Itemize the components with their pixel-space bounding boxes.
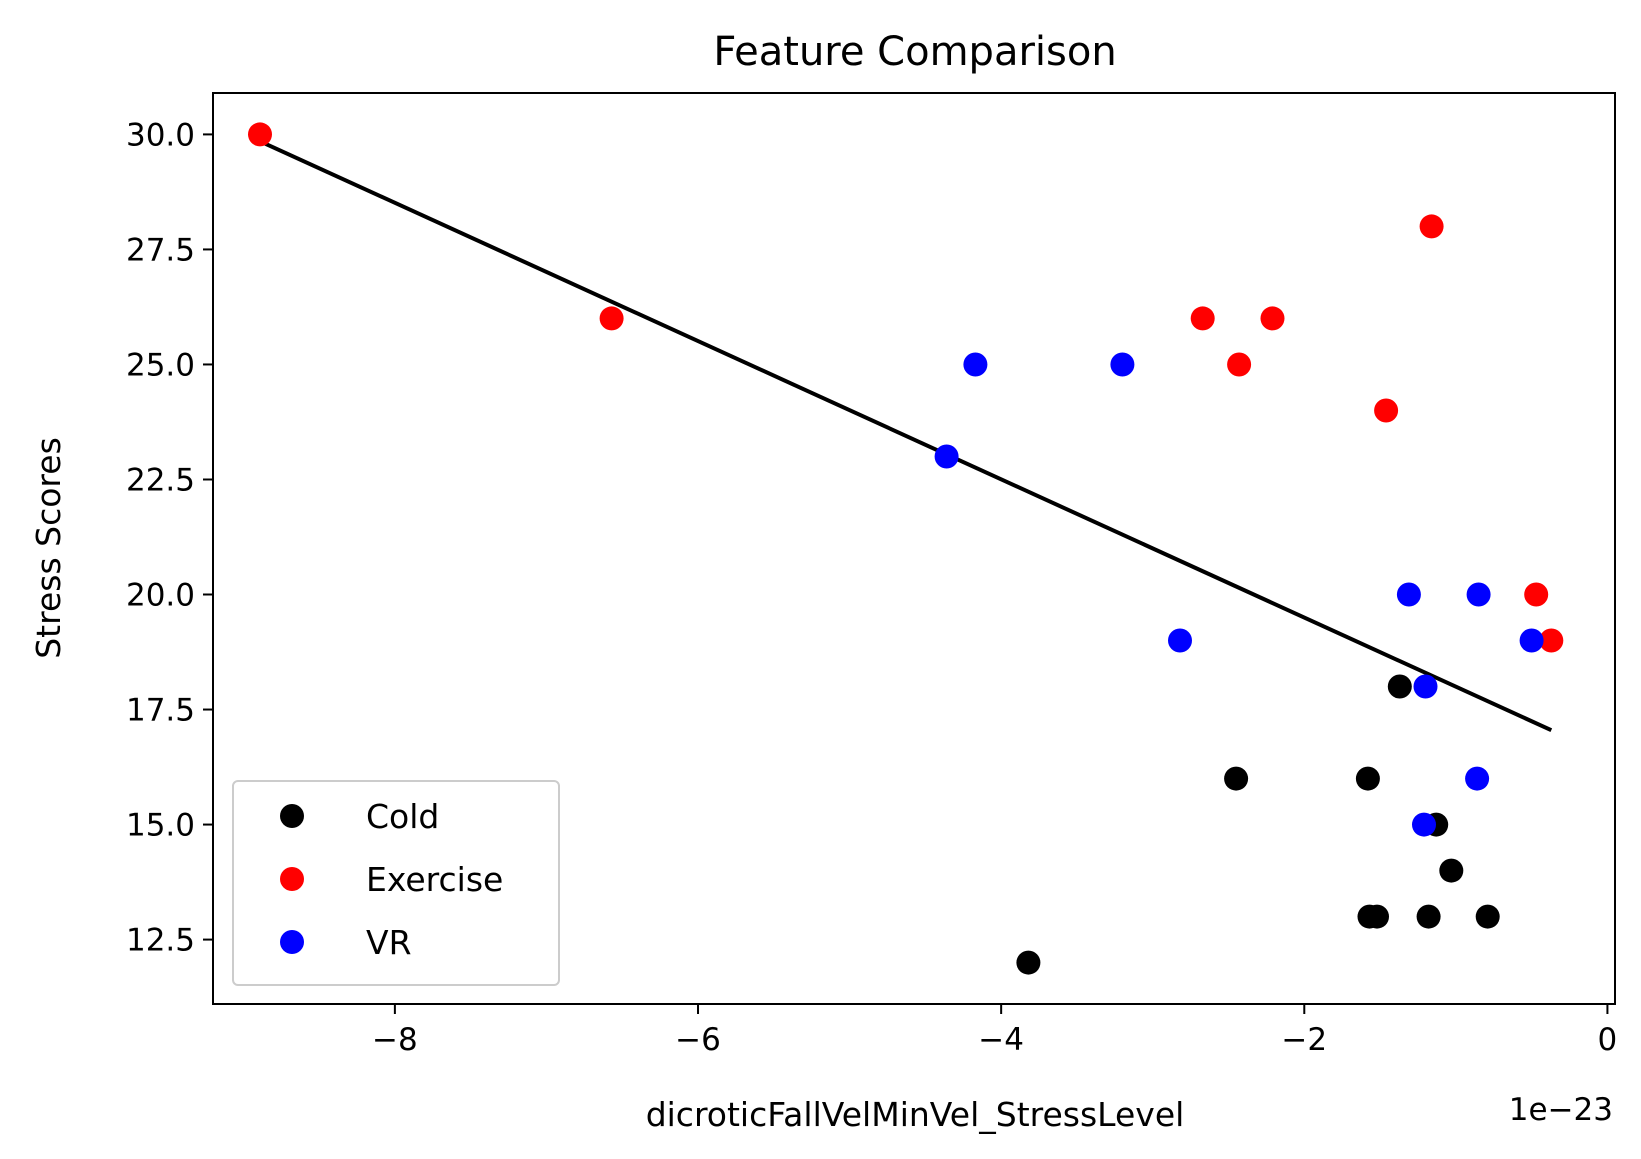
data-point-vr: [1465, 766, 1490, 791]
trend-line: [259, 139, 1553, 733]
legend-label-cold: Cold: [366, 797, 439, 836]
legend-label-exercise: Exercise: [366, 860, 503, 899]
legend-label-vr: VR: [366, 923, 412, 962]
data-point-vr: [1519, 628, 1544, 653]
series-cold: [1016, 674, 1500, 975]
y-tick-label: 12.5: [126, 923, 195, 959]
data-point-cold: [1475, 904, 1500, 929]
data-point-exercise: [1374, 398, 1399, 423]
data-point-vr: [1413, 674, 1438, 699]
data-point-vr: [1466, 582, 1491, 607]
data-point-cold: [1439, 858, 1464, 883]
y-tick-label: 27.5: [126, 232, 195, 268]
plot-frame: [212, 92, 1616, 1005]
data-point-exercise: [1190, 306, 1215, 331]
plot-area: [248, 122, 1564, 975]
y-tick-label: 22.5: [126, 462, 195, 498]
data-point-vr: [1110, 352, 1135, 377]
x-tick-label: −6: [675, 1022, 721, 1058]
data-point-exercise: [248, 122, 272, 147]
data-point-exercise: [1227, 352, 1252, 377]
data-point-vr: [1168, 628, 1192, 653]
x-axis-offset-label: 1e−23: [1509, 1092, 1613, 1128]
y-tick-label: 30.0: [126, 117, 195, 153]
data-point-vr: [934, 444, 959, 469]
data-point-exercise: [1524, 582, 1549, 607]
data-point-exercise: [1539, 628, 1564, 653]
data-point-cold: [1016, 950, 1041, 975]
legend-marker-vr: [280, 930, 304, 954]
chart-title: Feature Comparison: [713, 29, 1116, 75]
y-axis: 12.5 15.0 17.5 20.0 22.5 25.0 27.5 30.0: [126, 117, 213, 959]
legend: Cold Exercise VR: [232, 780, 560, 986]
legend-marker-cold: [280, 804, 304, 828]
x-tick-label: 0: [1598, 1022, 1618, 1058]
y-axis-label: Stress Scores: [29, 437, 68, 659]
data-point-vr: [963, 352, 988, 377]
data-point-cold: [1224, 766, 1249, 791]
legend-marker-exercise: [280, 867, 304, 891]
series-exercise: [248, 122, 1564, 653]
data-point-cold: [1355, 766, 1380, 791]
series-vr: [934, 352, 1544, 837]
x-tick-label: −2: [1281, 1022, 1327, 1058]
x-axis: −8 −6 −4 −2 0: [372, 1004, 1617, 1058]
data-point-cold: [1365, 904, 1389, 929]
data-point-vr: [1412, 812, 1436, 837]
data-point-cold: [1416, 904, 1441, 929]
y-tick-label: 15.0: [126, 808, 195, 844]
x-tick-label: −8: [372, 1022, 418, 1058]
x-tick-label: −4: [978, 1022, 1024, 1058]
data-point-exercise: [599, 306, 624, 331]
legend-frame: [232, 780, 560, 986]
y-tick-label: 20.0: [126, 578, 195, 614]
x-axis-label: dicroticFallVelMinVel_StressLevel: [646, 1095, 1185, 1134]
legend-entries: Cold Exercise VR: [280, 797, 503, 962]
y-tick-label: 17.5: [126, 693, 195, 729]
data-point-cold: [1387, 674, 1412, 699]
y-tick-label: 25.0: [126, 347, 195, 383]
data-point-exercise: [1260, 306, 1285, 331]
data-point-vr: [1396, 582, 1421, 607]
data-point-exercise: [1419, 214, 1444, 239]
